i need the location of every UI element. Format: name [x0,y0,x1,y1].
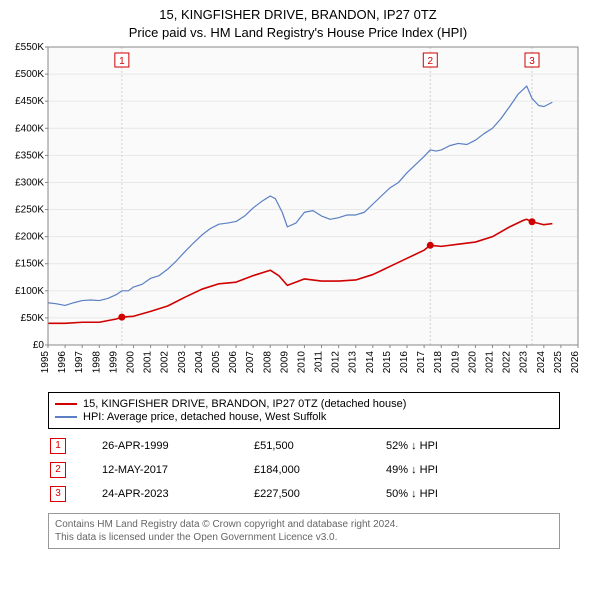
svg-text:2000: 2000 [125,351,136,374]
attribution: Contains HM Land Registry data © Crown c… [48,513,560,549]
svg-text:1998: 1998 [91,351,102,374]
svg-text:£50K: £50K [21,313,45,324]
svg-text:2023: 2023 [519,351,530,374]
sale-date: 24-APR-2023 [102,483,252,505]
legend-label: 15, KINGFISHER DRIVE, BRANDON, IP27 0TZ … [83,398,406,410]
svg-text:2004: 2004 [194,351,205,374]
svg-text:2015: 2015 [382,351,393,374]
svg-text:2013: 2013 [348,351,359,374]
svg-text:2009: 2009 [279,351,290,374]
svg-text:2008: 2008 [262,351,273,374]
svg-text:£500K: £500K [15,69,44,80]
legend: 15, KINGFISHER DRIVE, BRANDON, IP27 0TZ … [48,392,560,429]
svg-text:2: 2 [428,56,434,67]
legend-swatch-price [55,403,77,405]
svg-text:1: 1 [119,56,125,67]
title-line1: 15, KINGFISHER DRIVE, BRANDON, IP27 0TZ [6,6,590,24]
marker-badge: 2 [50,462,66,478]
svg-text:£0: £0 [33,340,45,351]
svg-text:2017: 2017 [416,351,427,374]
sale-date: 12-MAY-2017 [102,459,252,481]
svg-text:£300K: £300K [15,178,44,189]
svg-text:£400K: £400K [15,123,44,134]
svg-text:2026: 2026 [570,351,581,374]
svg-text:3: 3 [529,56,535,67]
footnote-line: This data is licensed under the Open Gov… [55,531,553,544]
sale-price: £184,000 [254,459,384,481]
svg-text:2019: 2019 [450,351,461,374]
svg-text:£100K: £100K [15,286,44,297]
svg-text:£200K: £200K [15,232,44,243]
legend-swatch-hpi [55,416,77,418]
sale-delta: 52% ↓ HPI [386,435,438,457]
sales-table: 1 26-APR-1999 £51,500 52% ↓ HPI 2 12-MAY… [48,433,440,507]
svg-text:2001: 2001 [143,351,154,374]
sale-delta: 50% ↓ HPI [386,483,438,505]
marker-badge: 1 [50,438,66,454]
svg-text:2014: 2014 [365,351,376,374]
svg-text:2012: 2012 [331,351,342,374]
svg-text:2020: 2020 [467,351,478,374]
svg-text:£350K: £350K [15,150,44,161]
svg-text:2018: 2018 [433,351,444,374]
sale-price: £227,500 [254,483,384,505]
table-row: 3 24-APR-2023 £227,500 50% ↓ HPI [50,483,438,505]
svg-text:£150K: £150K [15,259,44,270]
chart-title: 15, KINGFISHER DRIVE, BRANDON, IP27 0TZ … [6,6,590,41]
legend-row: 15, KINGFISHER DRIVE, BRANDON, IP27 0TZ … [55,398,553,410]
svg-text:2007: 2007 [245,351,256,374]
svg-text:£250K: £250K [15,205,44,216]
svg-text:1995: 1995 [40,351,51,374]
sale-date: 26-APR-1999 [102,435,252,457]
legend-label: HPI: Average price, detached house, West… [83,411,326,423]
svg-text:2021: 2021 [485,351,496,374]
svg-text:2016: 2016 [399,351,410,374]
svg-text:2005: 2005 [211,351,222,374]
svg-text:£450K: £450K [15,96,44,107]
svg-text:2010: 2010 [296,351,307,374]
svg-text:1999: 1999 [108,351,119,374]
legend-row: HPI: Average price, detached house, West… [55,411,553,423]
footnote-line: Contains HM Land Registry data © Crown c… [55,518,553,531]
svg-text:2011: 2011 [314,351,325,373]
table-row: 2 12-MAY-2017 £184,000 49% ↓ HPI [50,459,438,481]
price-chart: £0 £50K £100K £150K £200K £250K £300K £350K £400… [6,41,590,381]
svg-text:2024: 2024 [536,351,547,374]
title-line2: Price paid vs. HM Land Registry's House … [6,24,590,42]
marker-badge: 3 [50,486,66,502]
svg-text:2022: 2022 [502,351,513,374]
svg-text:1996: 1996 [57,351,68,374]
svg-text:£550K: £550K [15,42,44,53]
table-row: 1 26-APR-1999 £51,500 52% ↓ HPI [50,435,438,457]
svg-text:2006: 2006 [228,351,239,374]
sale-delta: 49% ↓ HPI [386,459,438,481]
sale-price: £51,500 [254,435,384,457]
svg-text:2025: 2025 [553,351,564,374]
svg-text:1997: 1997 [74,351,85,374]
svg-text:2003: 2003 [177,351,188,374]
svg-text:2002: 2002 [160,351,171,374]
